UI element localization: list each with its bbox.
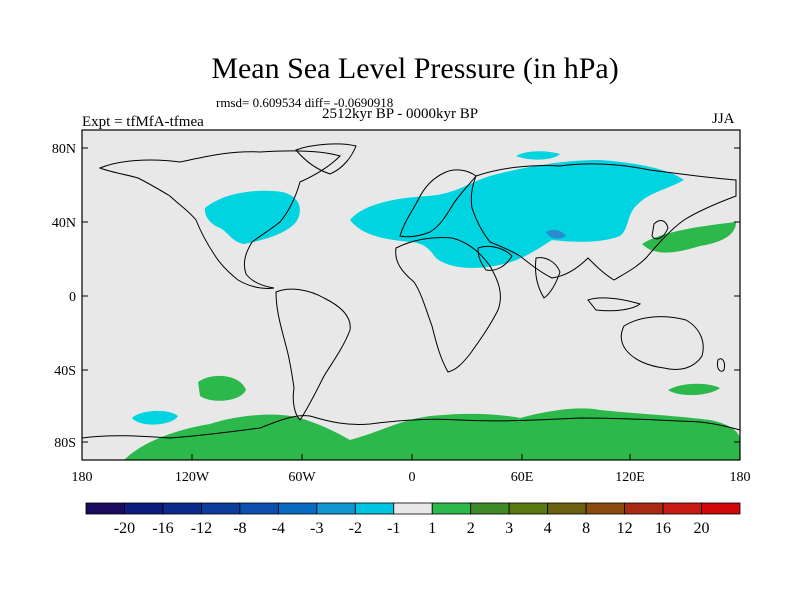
lon-label: 120E: [615, 470, 645, 485]
coastlines: [81, 143, 741, 439]
legend-label: -16: [152, 520, 173, 537]
lon-label: 180: [730, 470, 751, 485]
lat-label: 0: [69, 290, 76, 305]
legend-swatch: [354, 502, 395, 515]
legend-swatch: [701, 502, 741, 515]
legend-label: -4: [272, 520, 285, 537]
legend-label: -8: [233, 520, 246, 537]
legend-labels: -20 -16 -12 -8 -4 -3 -2 -1 1 2 3 4 8 12 16 20: [114, 520, 710, 537]
map-title: Mean Sea Level Pressure (in hPa): [211, 52, 619, 85]
legend-swatch: [162, 502, 202, 515]
legend-label: 16: [655, 520, 671, 537]
coast-japan: [651, 220, 669, 240]
legend-swatch: [393, 502, 433, 515]
legend-label: 2: [467, 520, 475, 537]
coast-india: [535, 257, 561, 299]
legend-swatch: [316, 502, 356, 515]
legend-swatch: [239, 502, 279, 515]
coast-asia: [470, 163, 737, 281]
longitude-labels: 180 120W 60W 0 60E 120E 180: [72, 470, 751, 485]
legend-label: 12: [617, 520, 633, 537]
legend-label: -20: [114, 520, 135, 537]
lon-label: 60E: [511, 470, 534, 485]
experiment-label: Expt = tfMfA-tfmea: [82, 114, 204, 130]
lon-label: 120W: [175, 470, 210, 485]
coast-australia: [620, 316, 704, 370]
legend-swatch: [508, 502, 549, 515]
lon-label: 60W: [288, 470, 316, 485]
positive-region-west-pacific: [642, 222, 736, 253]
legend-swatch: [201, 502, 241, 515]
legend-swatch: [662, 502, 702, 515]
legend-swatch: [277, 502, 318, 515]
lat-label: 40N: [52, 216, 76, 231]
coast-indonesia: [587, 297, 642, 312]
legend-swatch: [124, 502, 164, 515]
lat-label: 80N: [52, 142, 76, 157]
latitude-labels: 80N 40N 0 40S 80S: [52, 142, 76, 451]
lon-label: 180: [72, 470, 93, 485]
legend-label: 4: [544, 520, 552, 537]
axis-ticks: [81, 147, 741, 460]
legend-swatch: [585, 502, 625, 515]
negative-region-eurasia: [350, 160, 684, 268]
legend-swatch: [547, 502, 587, 515]
season-label: JJA: [712, 111, 735, 127]
coast-arabia: [477, 245, 513, 271]
negative-region-arctic: [516, 151, 560, 160]
positive-region-south-indian: [668, 383, 720, 396]
lon-label: 0: [409, 470, 416, 485]
coast-antarctica: [81, 415, 741, 439]
lat-label: 40S: [54, 364, 76, 379]
rmsd-text: rmsd= 0.609534 diff= -0.0690918: [216, 95, 394, 110]
legend-swatch: [431, 502, 472, 515]
legend-label: -12: [191, 520, 212, 537]
legend-swatch: [85, 502, 125, 515]
legend-label: -2: [349, 520, 362, 537]
negative-region-south-pacific: [132, 410, 178, 425]
legend-label: 1: [428, 520, 436, 537]
coast-new-zealand: [717, 358, 725, 372]
map-frame: [81, 129, 741, 461]
legend-swatch: [624, 502, 664, 515]
positive-region-south-pacific: [198, 375, 246, 401]
period-label: 2512kyr BP - 0000kyr BP: [322, 106, 479, 122]
legend-label: 20: [694, 520, 710, 537]
legend-colorbar: [85, 502, 741, 515]
coast-africa: [395, 237, 501, 373]
legend-label: -3: [310, 520, 323, 537]
lat-label: 80S: [54, 436, 76, 451]
legend-label: -1: [387, 520, 400, 537]
legend-label: 8: [582, 520, 590, 537]
negative-region-north-america: [204, 190, 300, 244]
coast-north-america: [98, 150, 341, 289]
legend-swatch: [470, 502, 510, 515]
coast-greenland: [295, 143, 357, 175]
legend-label: 3: [505, 520, 513, 537]
coast-south-america: [275, 288, 351, 421]
strong-negative-tibet: [546, 229, 566, 239]
